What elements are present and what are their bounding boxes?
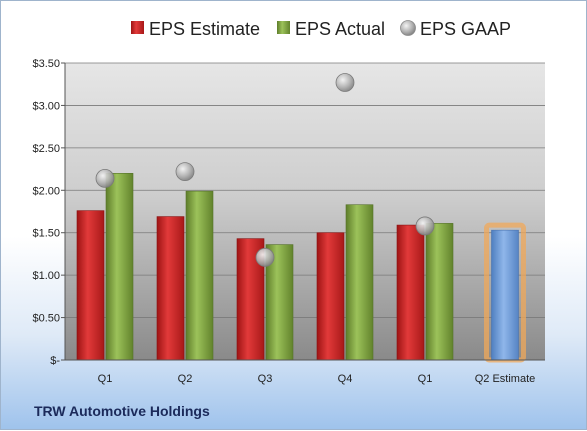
y-tick-label: $- — [50, 355, 60, 367]
legend-gaap-marker — [400, 20, 416, 36]
gaap-point — [335, 73, 355, 92]
gaap-point — [95, 169, 115, 188]
q2-estimate-bar — [491, 229, 519, 361]
gaap-point — [415, 216, 435, 236]
y-tick-label: $2.50 — [32, 143, 60, 155]
y-tick-label: $0.50 — [32, 313, 60, 325]
estimate-bar — [156, 216, 185, 361]
y-tick-label: $3.50 — [32, 58, 60, 70]
actual-bar — [345, 204, 374, 361]
legend-actual-label: EPS Actual — [295, 19, 385, 39]
plot-area — [65, 63, 545, 360]
y-tick-label: $1.00 — [32, 270, 60, 282]
y-axis: $- $0.50 $1.00 $1.50 $2.00 $2.50 $3.00 $3.50 — [32, 58, 66, 367]
x-tick-label: Q2 Estimate — [475, 373, 536, 385]
x-tick-label: Q3 — [258, 373, 273, 385]
legend-estimate-swatch — [131, 21, 144, 34]
gaap-point — [255, 247, 275, 267]
y-tick-label: $1.50 — [32, 228, 60, 240]
x-tick-label: Q1 — [418, 373, 433, 385]
estimate-bar — [76, 210, 105, 361]
gridlines — [65, 62, 545, 361]
actual-bar — [105, 173, 134, 361]
estimate-bar — [316, 232, 345, 361]
legend-actual-swatch — [277, 21, 290, 34]
company-name: TRW Automotive Holdings — [34, 403, 210, 419]
legend-estimate-label: EPS Estimate — [149, 19, 260, 39]
legend: EPS Estimate EPS Actual EPS GAAP — [131, 19, 511, 39]
estimate-bar — [396, 224, 425, 361]
gaap-points — [95, 73, 435, 267]
x-tick-label: Q1 — [98, 373, 113, 385]
actual-bar — [185, 190, 214, 361]
x-tick-label: Q2 — [178, 373, 193, 385]
legend-gaap-label: EPS GAAP — [420, 19, 511, 39]
x-axis: Q1 Q2 Q3 Q4 Q1 Q2 Estimate — [65, 359, 545, 385]
x-tick-label: Q4 — [338, 373, 353, 385]
y-tick-label: $3.00 — [32, 100, 60, 112]
actual-bar — [425, 223, 454, 361]
y-tick-label: $2.00 — [32, 185, 60, 197]
gaap-point — [175, 162, 195, 182]
